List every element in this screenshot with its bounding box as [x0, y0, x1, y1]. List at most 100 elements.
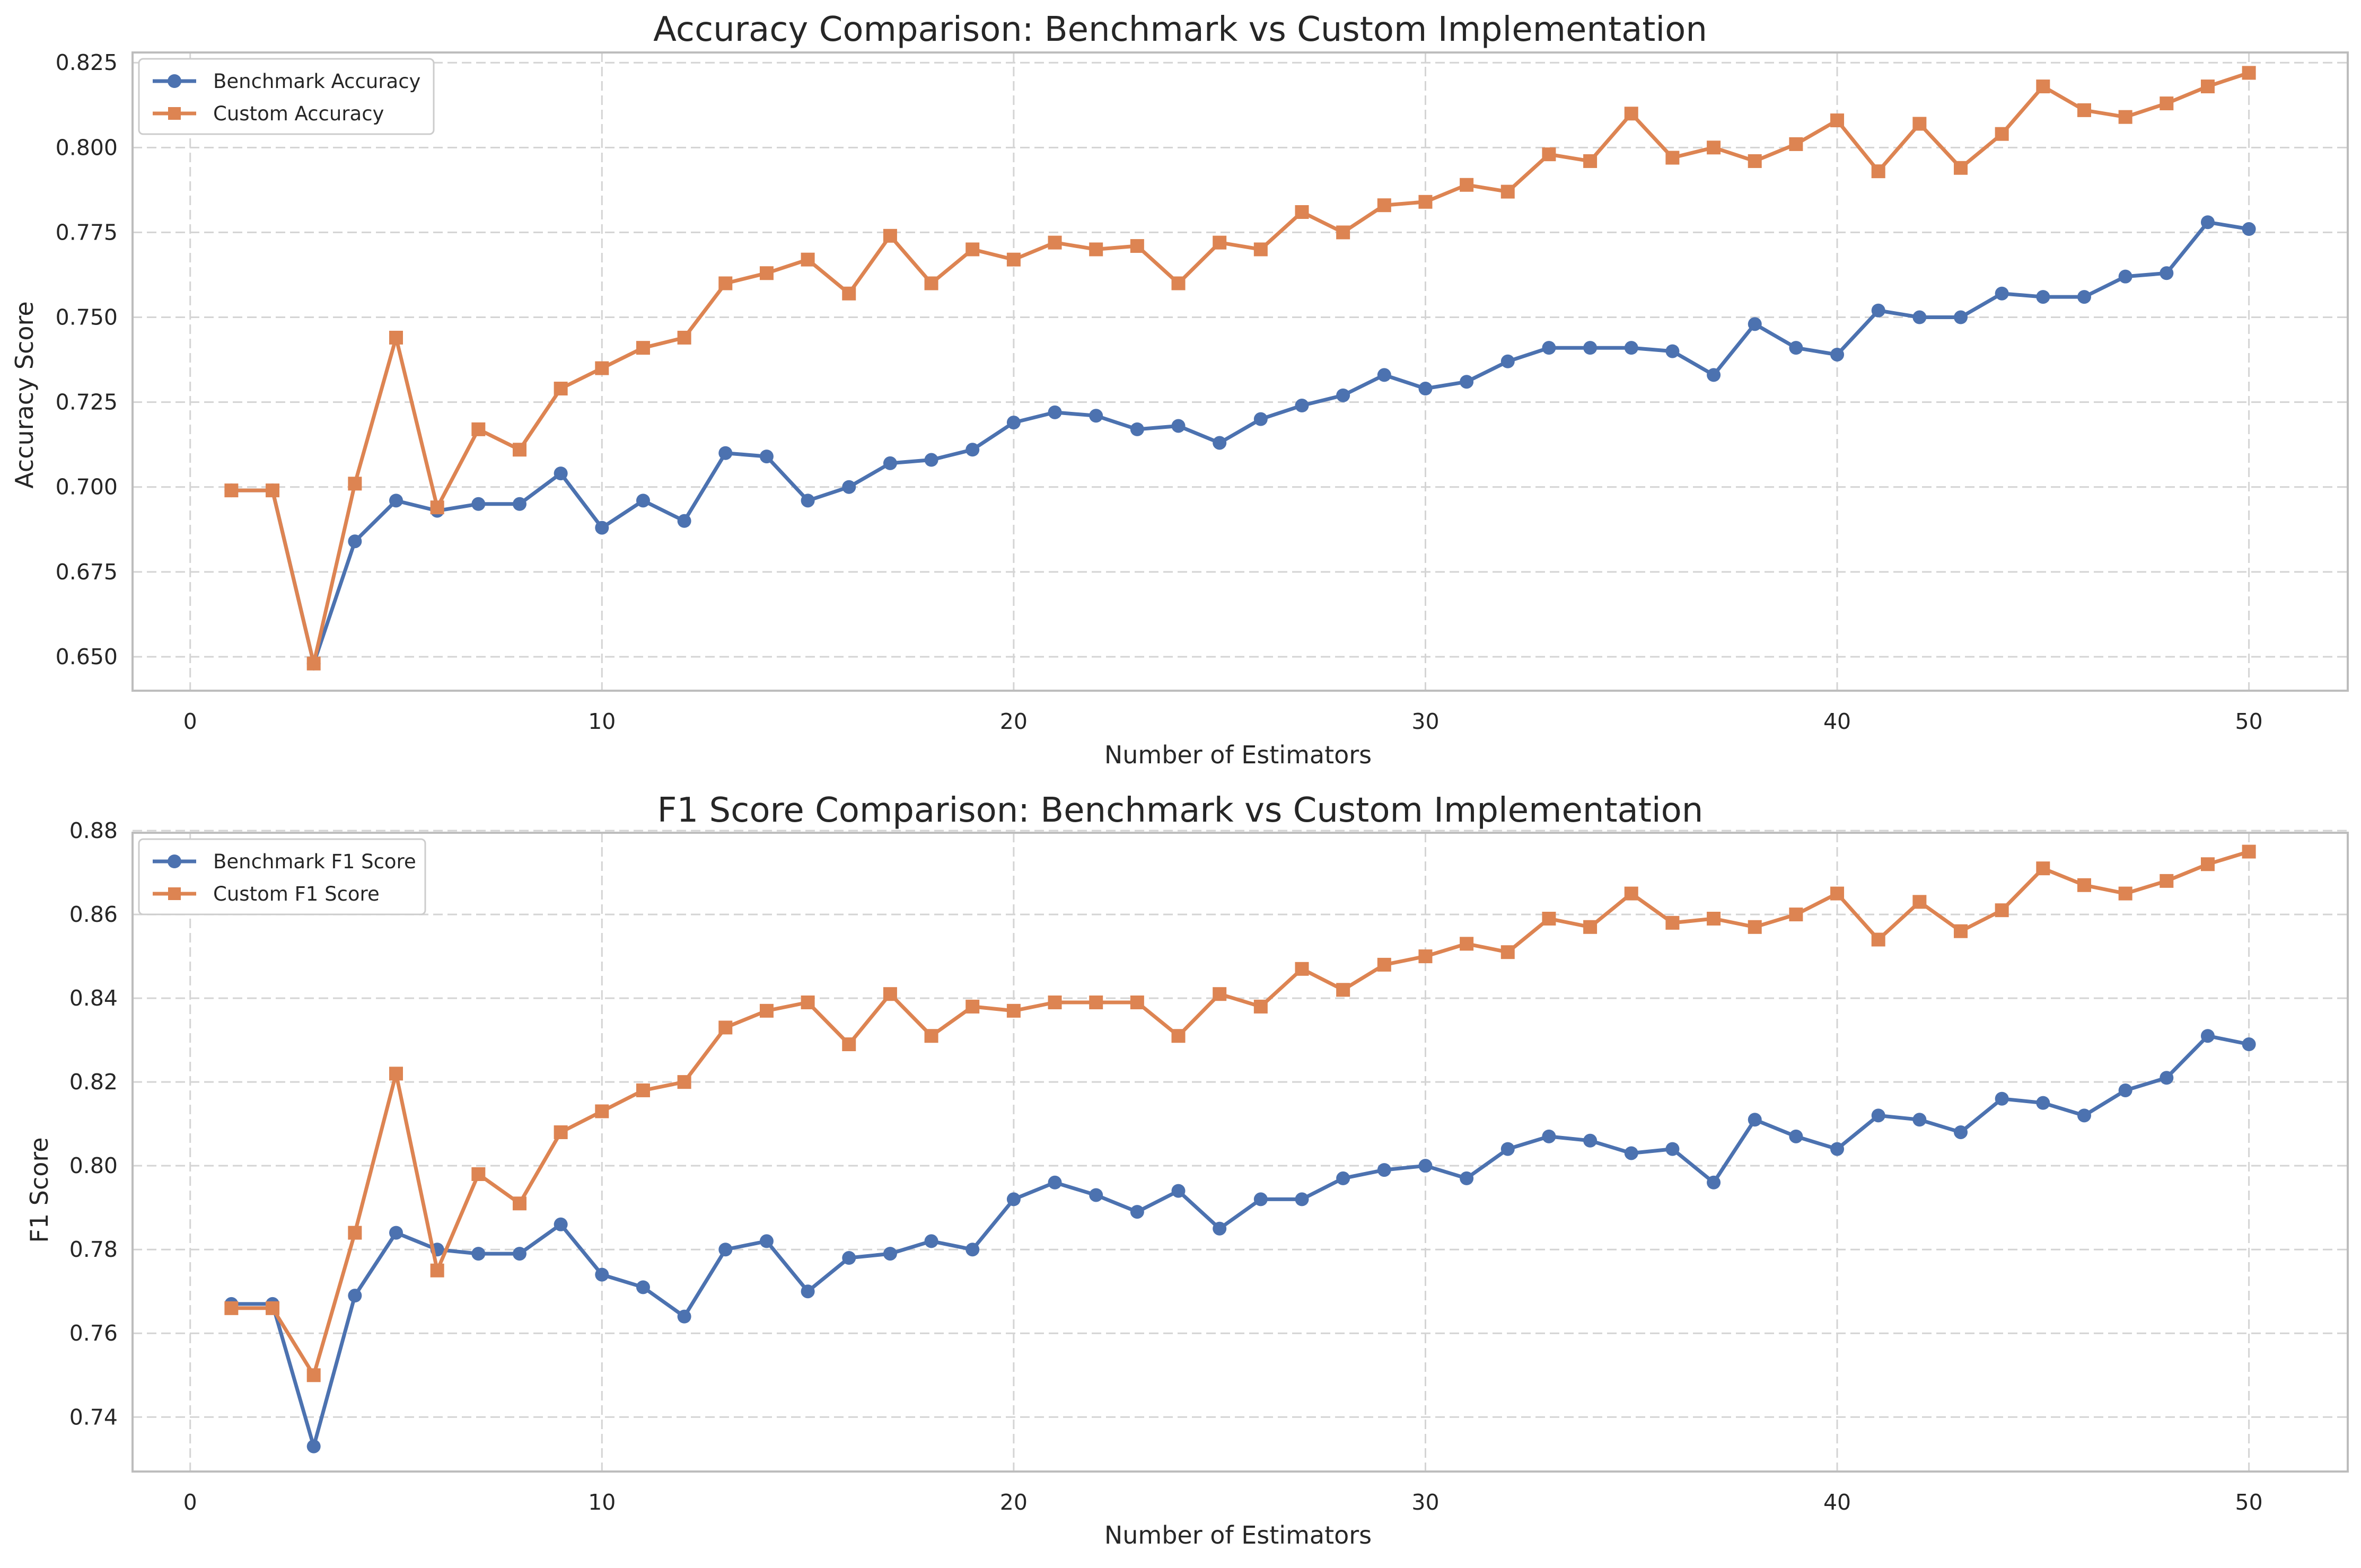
f1-custom-point [1830, 886, 1845, 901]
f1-y-tick-label: 0.86 [69, 902, 118, 927]
f1-custom-point [1995, 903, 2009, 918]
f1-custom-point [1583, 920, 1598, 934]
f1-custom-point [1336, 983, 1350, 997]
accuracy-custom-point [554, 382, 568, 396]
f1-benchmark-point [1130, 1205, 1144, 1219]
accuracy-benchmark-point [924, 453, 938, 467]
f1-custom-point [842, 1037, 856, 1052]
accuracy-x-tick-label: 0 [183, 709, 197, 734]
accuracy-custom-point [224, 483, 239, 498]
f1-custom-point [2160, 874, 2174, 888]
accuracy-custom-point [759, 266, 774, 280]
accuracy-custom-point [1418, 195, 1433, 209]
accuracy-benchmark-point [1912, 310, 1927, 324]
accuracy-benchmark-point [801, 494, 815, 508]
accuracy-y-axis-label: Accuracy Score [10, 301, 39, 488]
accuracy-legend-marker-benchmark [168, 74, 181, 88]
f1-custom-point [1213, 987, 1227, 1001]
f1-custom-point [1295, 962, 1309, 976]
f1-benchmark-point [924, 1234, 938, 1248]
accuracy-benchmark-point [2160, 266, 2174, 280]
accuracy-benchmark-point [1665, 344, 1680, 358]
f1-custom-point [2036, 861, 2050, 876]
f1-benchmark-point [1171, 1184, 1186, 1198]
accuracy-custom-point [2242, 66, 2256, 80]
accuracy-x-tick-label: 10 [588, 709, 616, 734]
accuracy-custom-point [1954, 161, 1968, 175]
f1-benchmark-point [801, 1284, 815, 1299]
f1-benchmark-point [1542, 1129, 1556, 1143]
accuracy-x-axis-label: Number of Estimators [1104, 741, 1372, 769]
accuracy-y-tick-label: 0.775 [56, 219, 118, 245]
accuracy-custom-point [1253, 242, 1268, 257]
accuracy-x-tick-label: 20 [1000, 709, 1028, 734]
f1-custom-point [1748, 920, 1762, 934]
accuracy-custom-point [266, 483, 280, 498]
accuracy-y-tick-label: 0.750 [56, 305, 118, 330]
accuracy-benchmark-point [1624, 341, 1638, 355]
f1-benchmark-point [1624, 1146, 1638, 1160]
f1-custom-point [430, 1263, 444, 1278]
accuracy-custom-point [2036, 80, 2050, 94]
f1-custom-point [348, 1226, 362, 1240]
accuracy-custom-point [718, 276, 733, 290]
accuracy-custom-point [801, 252, 815, 267]
f1-benchmark-point [1830, 1142, 1845, 1156]
accuracy-custom-point [348, 477, 362, 491]
f1-benchmark-point [1253, 1192, 1268, 1206]
f1-benchmark-point [1707, 1175, 1721, 1190]
accuracy-benchmark-point [1995, 286, 2009, 301]
f1-custom-point [801, 996, 815, 1010]
f1-benchmark-point [1871, 1108, 1885, 1123]
accuracy-benchmark-point [2242, 222, 2256, 236]
f1-benchmark-point [1418, 1159, 1433, 1173]
accuracy-legend-marker-custom [168, 107, 181, 120]
accuracy-custom-point [2118, 110, 2132, 124]
f1-legend-entry-benchmark: Benchmark F1 Score [153, 850, 416, 873]
accuracy-benchmark-point [2200, 215, 2215, 230]
accuracy-benchmark-point [1542, 341, 1556, 355]
f1-benchmark-point [2200, 1029, 2215, 1043]
f1-custom-point [512, 1196, 526, 1211]
accuracy-custom-point [1460, 178, 1474, 192]
f1-y-tick-label: 0.82 [69, 1069, 118, 1095]
f1-y-tick-label: 0.80 [69, 1153, 118, 1178]
accuracy-benchmark-point [677, 514, 691, 528]
f1-y-tick-label: 0.74 [69, 1404, 118, 1430]
accuracy-custom-point [677, 330, 691, 345]
accuracy-x-tick-label: 40 [1823, 709, 1851, 734]
f1-custom-point [924, 1029, 938, 1043]
accuracy-legend-label-custom: Custom Accuracy [213, 102, 384, 125]
f1-benchmark-point [471, 1247, 486, 1261]
accuracy-custom-point [1130, 239, 1144, 253]
f1-benchmark-point [1006, 1192, 1021, 1206]
f1-custom-point [2077, 878, 2091, 892]
f1-custom-point [224, 1301, 239, 1315]
f1-custom-point [883, 987, 897, 1001]
accuracy-chart-title: Accuracy Comparison: Benchmark vs Custom… [653, 10, 1707, 49]
accuracy-custom-point [1295, 205, 1309, 219]
accuracy-y-tick-label: 0.800 [56, 135, 118, 160]
accuracy-custom-point [636, 341, 650, 355]
f1-benchmark-point [759, 1234, 774, 1248]
f1-y-tick-label: 0.76 [69, 1320, 118, 1346]
accuracy-custom-point [430, 500, 444, 515]
f1-benchmark-point [1583, 1133, 1598, 1148]
accuracy-custom-point [1377, 198, 1391, 213]
f1-custom-point [306, 1368, 321, 1382]
accuracy-benchmark-point [2077, 290, 2091, 304]
accuracy-benchmark-point [1954, 310, 1968, 324]
accuracy-benchmark-point [2118, 269, 2132, 284]
accuracy-custom-point [1006, 252, 1021, 267]
f1-x-tick-label: 20 [1000, 1490, 1028, 1515]
f1-benchmark-point [595, 1267, 609, 1282]
f1-benchmark-point [2077, 1108, 2091, 1123]
accuracy-custom-point [1089, 242, 1103, 257]
accuracy-y-tick-label: 0.700 [56, 474, 118, 500]
f1-custom-point [1871, 932, 1885, 947]
accuracy-custom-point [1542, 147, 1556, 162]
accuracy-custom-point [2077, 103, 2091, 117]
accuracy-benchmark-point [1707, 368, 1721, 382]
accuracy-benchmark-point [1748, 317, 1762, 331]
